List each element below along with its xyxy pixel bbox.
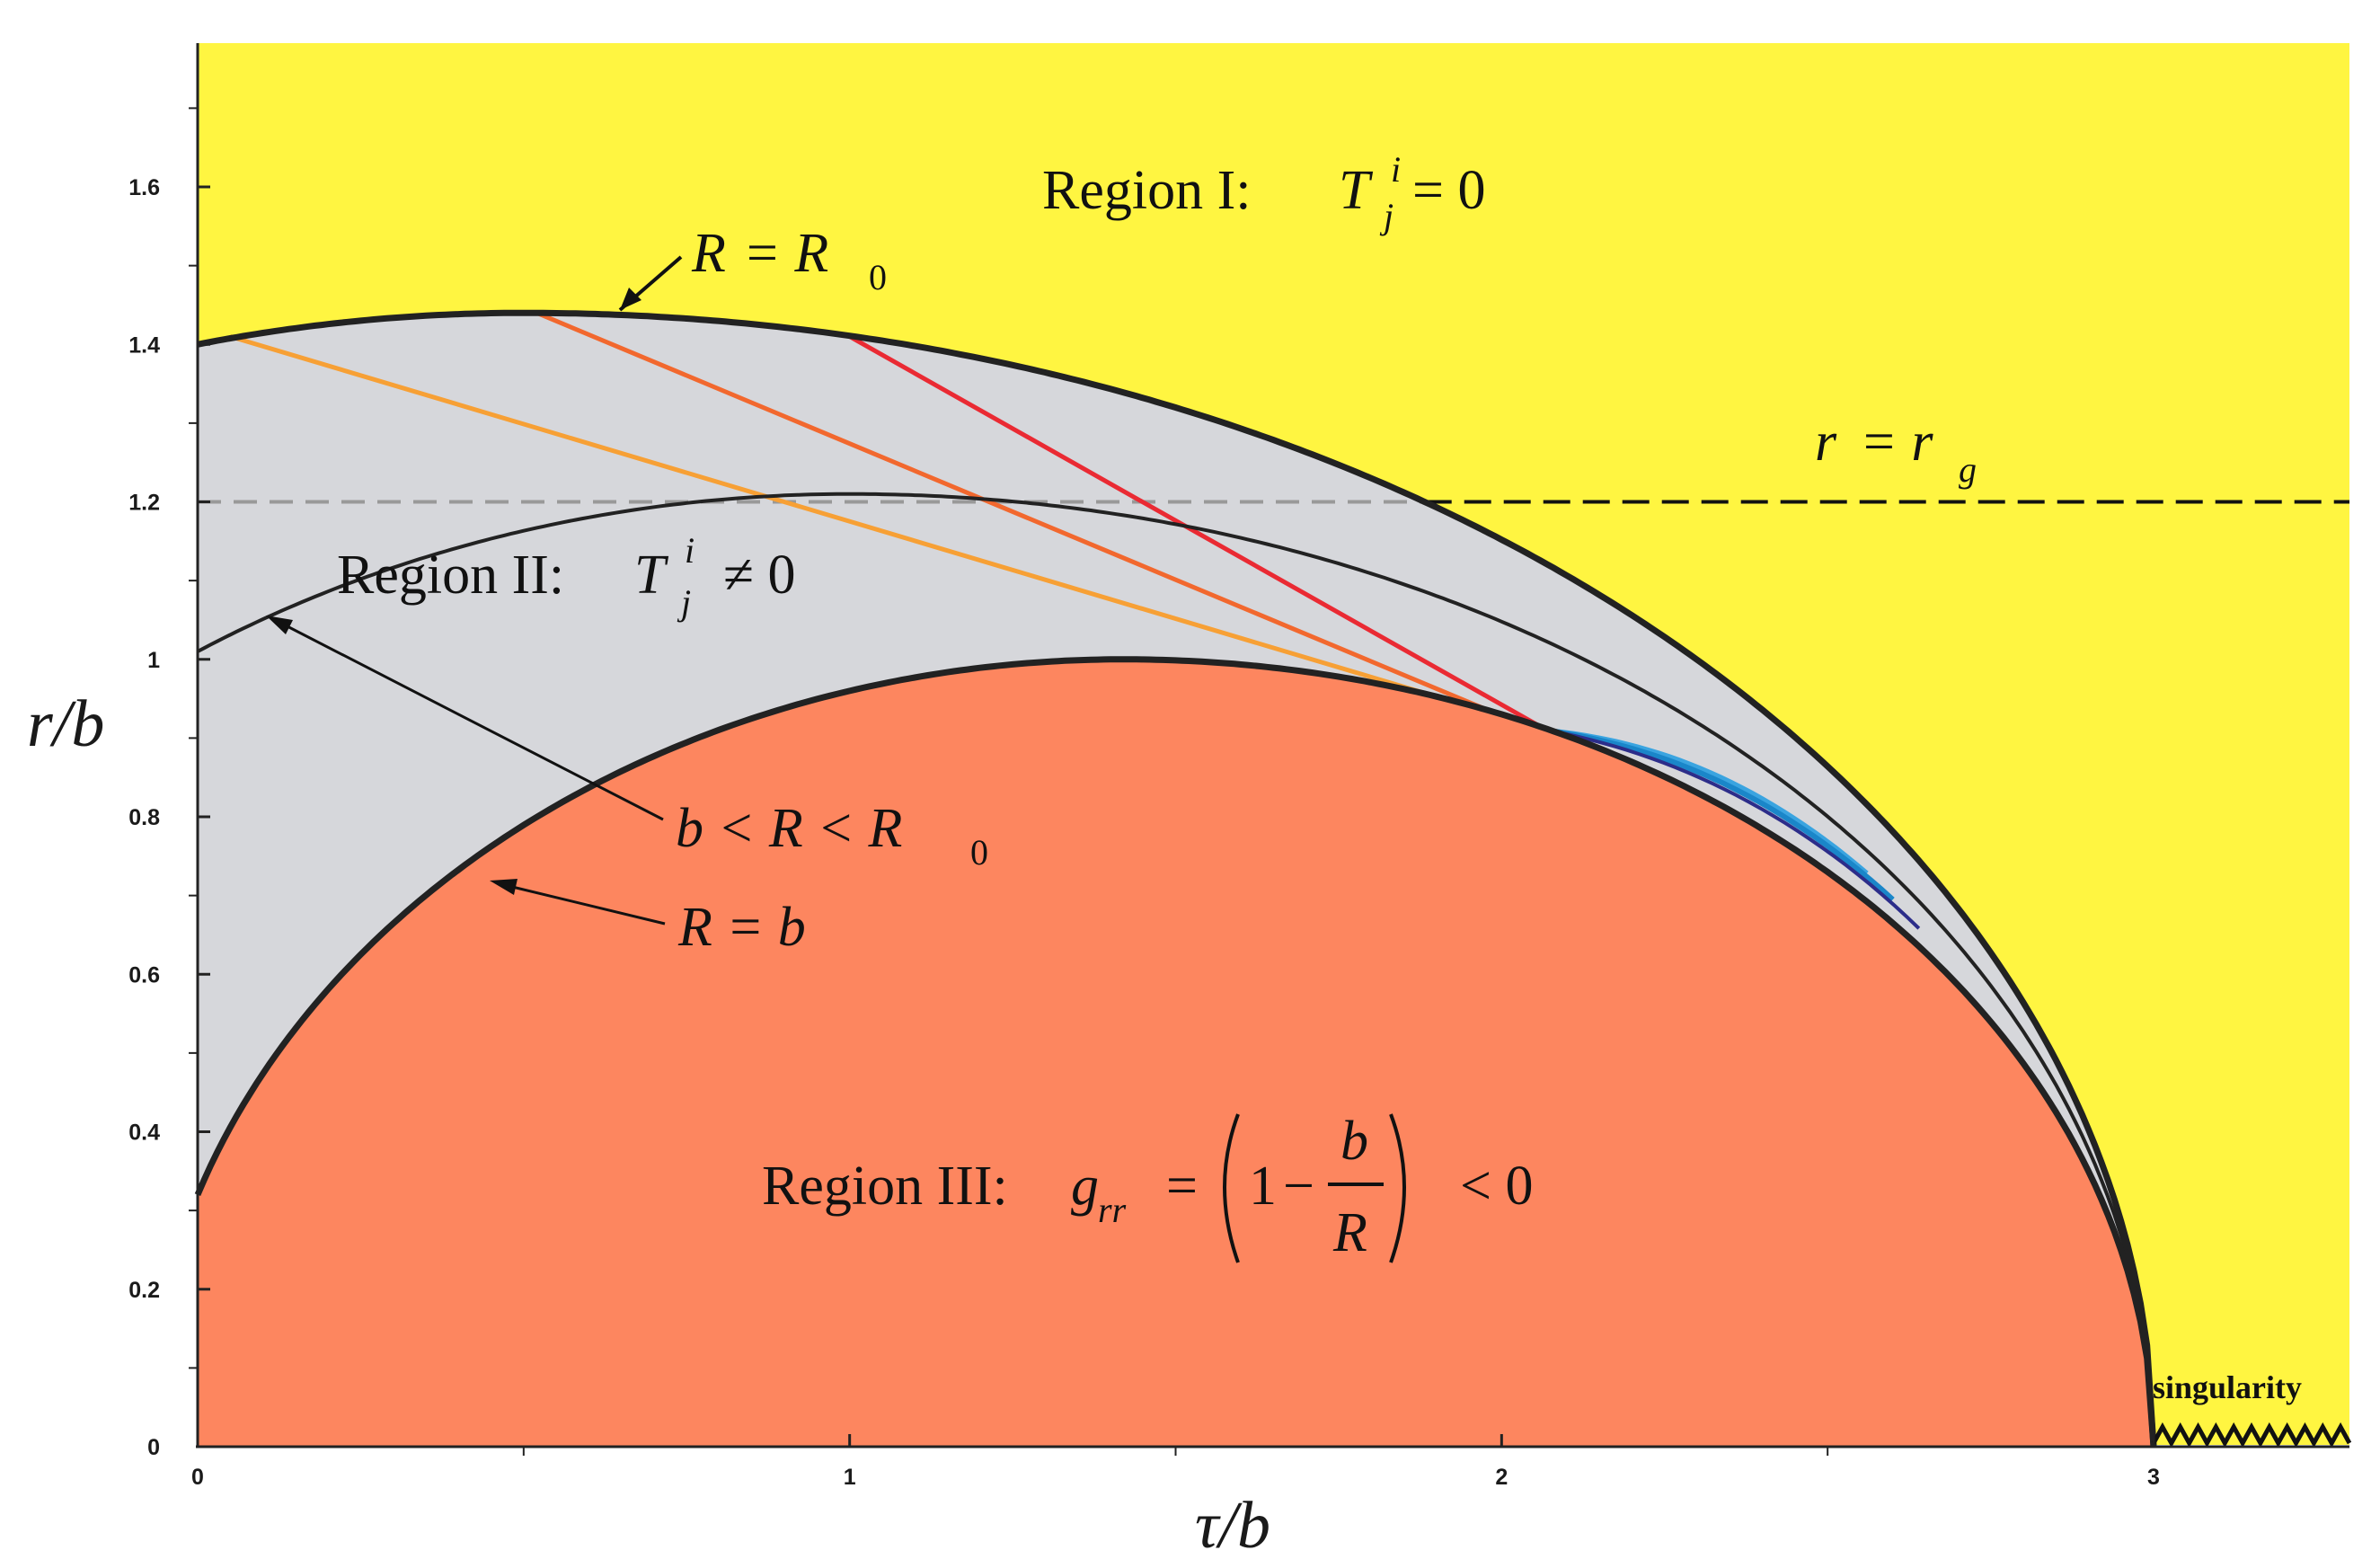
region-II-sup: i xyxy=(685,530,695,571)
region-I-T: T xyxy=(1339,160,1374,221)
R-eq-R0-eq: = R xyxy=(743,223,828,284)
b-lt-R-sub: 0 xyxy=(970,832,988,873)
x-tick-label: 0 xyxy=(191,1465,204,1490)
R-eq-b-text: R = b xyxy=(677,897,806,958)
region-I-rel: = 0 xyxy=(1412,160,1485,221)
region-III-eq: = xyxy=(1166,1156,1198,1217)
y-axis-ticks: 0 0.2 0.4 0.6 0.8 1 1.2 1.4 1.6 xyxy=(128,107,210,1460)
r-eq-rg-annotation: r = r g xyxy=(1815,412,1977,490)
r-eq-rg-lhs: r xyxy=(1815,412,1837,473)
x-tick-label: 1 xyxy=(844,1465,856,1490)
region-III-one: 1 xyxy=(1249,1156,1277,1217)
y-tick-label: 0.2 xyxy=(128,1278,160,1303)
region-II-annotation: Region II: T i j ≠ 0 xyxy=(337,530,796,623)
R-eq-b-arrowhead xyxy=(490,879,518,895)
region-II-sub: j xyxy=(677,582,691,623)
region-I-sub: j xyxy=(1379,196,1393,236)
trajectory-line xyxy=(1552,729,1921,930)
region-III-rel: < 0 xyxy=(1460,1156,1533,1217)
y-tick-label: 0.8 xyxy=(128,805,160,830)
singularity-label: singularity xyxy=(2153,1369,2302,1405)
singularity-zigzag xyxy=(2151,1422,2352,1448)
region-III-g: g xyxy=(1071,1156,1099,1217)
b-lt-R-arrowhead xyxy=(266,616,293,634)
y-tick-label: 1.2 xyxy=(128,491,160,516)
y-tick-label: 1 xyxy=(147,648,160,673)
y-tick-label: 0 xyxy=(147,1435,160,1460)
region-III-gsub: rr xyxy=(1098,1190,1127,1230)
x-axis-ticks: 0 1 2 3 xyxy=(191,1434,2160,1490)
R-eq-R0-sub: 0 xyxy=(869,257,887,297)
y-tick-label: 0.4 xyxy=(128,1121,160,1146)
region-III-label: Region III: xyxy=(762,1156,1008,1217)
y-tick-label: 0.6 xyxy=(128,962,160,988)
y-tick-label: 1.4 xyxy=(128,332,160,358)
x-axis-title: τ/b xyxy=(1195,1489,1270,1563)
y-axis-title: r/b xyxy=(27,687,104,761)
curve-R-eq-R0 xyxy=(197,309,2157,1448)
y-tick-label: 1.6 xyxy=(128,175,160,200)
region-III-annotation: Region III: g rr = 1 − b R < 0 xyxy=(762,1111,1533,1263)
b-lt-R-annotation: b < R < R 0 xyxy=(266,616,988,873)
region-II-T: T xyxy=(634,545,669,606)
b-lt-R-arrow xyxy=(278,620,664,821)
region-III-num: b xyxy=(1340,1111,1368,1172)
region-II-rel: ≠ 0 xyxy=(723,545,796,606)
region-III-lparen xyxy=(1223,1113,1240,1263)
R-eq-R0-annotation: R = R 0 xyxy=(618,223,887,312)
region-III-area xyxy=(198,659,2154,1447)
x-tick-label: 3 xyxy=(2147,1465,2160,1490)
b-lt-R-text: b < R < R xyxy=(676,798,902,859)
r-eq-rg-eq: = r xyxy=(1860,412,1933,473)
region-I-sup: i xyxy=(1391,149,1401,190)
R-eq-b-annotation: R = b xyxy=(490,879,806,958)
R-eq-R0-arrowhead xyxy=(620,288,641,310)
x-tick-label: 2 xyxy=(1495,1465,1508,1490)
curve-R-eq-b xyxy=(194,656,2157,1448)
curve-b-lt-R-lt-R0 xyxy=(197,492,2155,1448)
r-eq-rg-sub: g xyxy=(1959,449,1977,490)
region-III-minus: − xyxy=(1283,1156,1314,1217)
region-III-rparen xyxy=(1389,1113,1406,1263)
region-I-label: Region I: xyxy=(1042,160,1251,221)
R-eq-R0-lhs: R xyxy=(691,223,726,284)
region-I-annotation: Region I: T i j = 0 xyxy=(1042,149,1485,236)
trajectory-line xyxy=(1551,728,1895,902)
region-III-den: R xyxy=(1332,1202,1367,1263)
region-II-label: Region II: xyxy=(337,545,564,606)
R-eq-b-arrow xyxy=(504,883,666,926)
